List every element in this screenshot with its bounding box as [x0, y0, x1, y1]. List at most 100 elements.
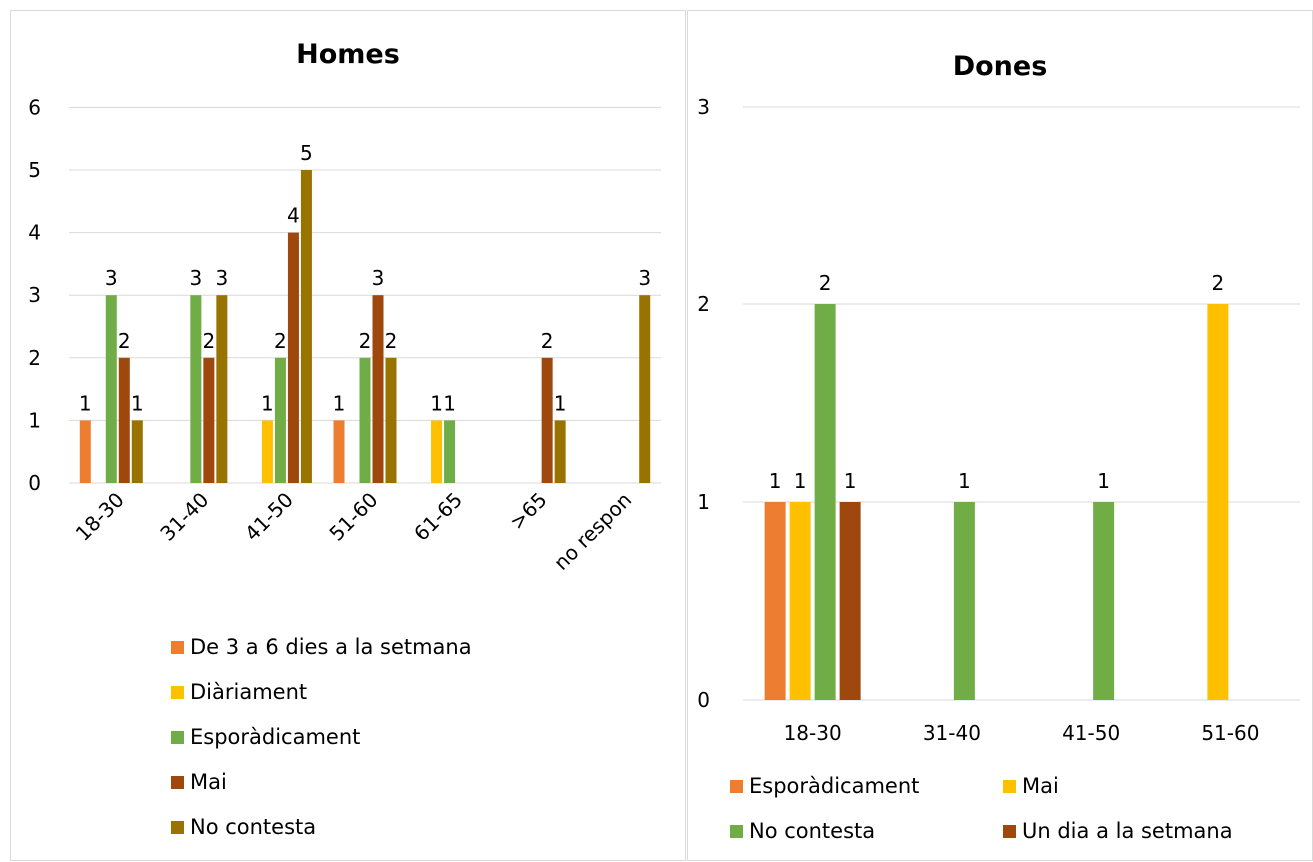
homes-bar: [274, 357, 286, 483]
dones-x-tick-label: 51-60: [1201, 721, 1259, 745]
homes-data-label: 1: [131, 391, 144, 415]
homes-bar: [216, 295, 228, 483]
homes-data-label: 2: [202, 329, 215, 353]
dones-bar: [839, 502, 861, 700]
dones-legend-swatch: [1003, 779, 1016, 793]
homes-legend-item: Esporàdicament: [171, 725, 360, 749]
homes-bar: [105, 295, 117, 483]
homes-data-label: 4: [287, 204, 300, 228]
dones-data-label: 2: [1212, 271, 1225, 295]
homes-legend-label: Diàriament: [190, 680, 308, 704]
homes-data-label: 3: [189, 266, 202, 290]
dones-y-tick-label: 3: [697, 95, 710, 119]
dones-data-label: 1: [1097, 469, 1110, 493]
homes-bar: [190, 295, 202, 483]
homes-legend-swatch: [171, 685, 184, 699]
homes-bar: [131, 420, 143, 483]
homes-bar: [431, 420, 443, 483]
homes-y-tick-label: 5: [28, 158, 41, 182]
dones-bar: [1093, 502, 1115, 700]
homes-bar: [261, 420, 273, 483]
homes-data-label: 5: [300, 141, 313, 165]
dones-x-tick-label: 18-30: [784, 721, 842, 745]
dones-legend-label: Esporàdicament: [749, 774, 920, 798]
dones-bar: [764, 502, 786, 700]
dones-bar: [1207, 304, 1229, 700]
dones-legend-label: No contesta: [749, 819, 876, 843]
homes-y-tick-label: 3: [28, 283, 41, 307]
homes-y-tick-label: 1: [28, 408, 41, 432]
dones-legend-item: Un dia a la setmana: [1003, 819, 1233, 843]
homes-x-tick-label: 31-40: [155, 488, 213, 546]
dones-legend-label: Mai: [1022, 774, 1059, 798]
homes-bar: [287, 232, 299, 483]
homes-chart-panel: Homes 0 1 2 3 4 5 6 18-30 1 3 2 1 31-40 3 2 3 41-50 1 2 4 5 5…: [10, 10, 686, 861]
homes-legend-item: De 3 a 6 dies a la setmana: [171, 635, 472, 659]
homes-chart-svg: 0 1 2 3 4 5 6 18-30 1 3 2 1 31-40 3 2 3 41-50 1 2 4 5 51-60 1 2…: [28, 95, 661, 575]
homes-bar: [541, 357, 553, 483]
dones-y-tick-label: 0: [697, 688, 710, 712]
homes-bar: [300, 170, 312, 483]
homes-x-tick-label: 61-65: [409, 488, 467, 546]
homes-data-label: 2: [118, 329, 131, 353]
homes-x-tick-label: 18-30: [71, 488, 129, 546]
dones-legend-swatch: [730, 824, 743, 838]
dones-data-label: 1: [794, 469, 807, 493]
dones-legend-item: No contesta: [730, 819, 875, 843]
homes-data-label: 3: [638, 266, 651, 290]
homes-x-tick-label: >65: [505, 488, 552, 535]
homes-bar: [385, 357, 397, 483]
dones-data-label: 1: [844, 469, 857, 493]
homes-bar: [372, 295, 384, 483]
homes-chart-title: Homes: [296, 39, 400, 70]
dones-bar: [814, 304, 836, 700]
dones-data-label: 1: [958, 469, 971, 493]
homes-legend-label: Mai: [190, 770, 227, 794]
dones-legend-swatch: [1003, 824, 1016, 838]
homes-y-tick-label: 2: [28, 346, 41, 370]
homes-data-label: 2: [359, 329, 372, 353]
dones-legend-label: Un dia a la setmana: [1022, 819, 1233, 843]
homes-legend-swatch: [171, 640, 184, 654]
homes-bar: [333, 420, 345, 483]
homes-y-tick-label: 0: [28, 471, 41, 495]
homes-data-label: 1: [443, 391, 456, 415]
homes-legend-label: No contesta: [190, 815, 317, 839]
homes-y-tick-label: 6: [28, 95, 41, 119]
dones-x-tick-label: 31-40: [923, 721, 981, 745]
dones-legend-swatch: [730, 779, 743, 793]
homes-legend-swatch: [171, 730, 184, 744]
homes-bar: [79, 420, 91, 483]
homes-data-label: 3: [372, 266, 385, 290]
dones-y-tick-label: 2: [697, 292, 710, 316]
homes-legend-label: De 3 a 6 dies a la setmana: [190, 635, 472, 659]
homes-data-label: 2: [541, 329, 554, 353]
homes-data-label: 1: [261, 391, 274, 415]
homes-data-label: 1: [430, 391, 443, 415]
homes-data-label: 2: [385, 329, 398, 353]
homes-bar: [118, 357, 130, 483]
homes-data-label: 1: [554, 391, 567, 415]
homes-data-label: 3: [215, 266, 228, 290]
homes-data-label: 2: [274, 329, 287, 353]
homes-bar: [639, 295, 651, 483]
homes-data-label: 1: [333, 391, 346, 415]
homes-x-tick-label: 41-50: [240, 488, 298, 546]
homes-legend-swatch: [171, 775, 184, 789]
dones-bar: [789, 502, 811, 700]
homes-bar: [554, 420, 566, 483]
homes-x-tick-label: no respon: [549, 488, 636, 575]
homes-legend-label: Esporàdicament: [190, 725, 361, 749]
homes-data-label: 1: [79, 391, 92, 415]
homes-legend-swatch: [171, 820, 184, 834]
homes-x-tick-label: 51-60: [324, 488, 382, 546]
homes-bar: [359, 357, 371, 483]
homes-legend-item: Diàriament: [171, 680, 307, 704]
homes-bar: [203, 357, 215, 483]
dones-chart-panel: Dones 0 1 2 3 18-30 1 1 2 1 31-40 1 41-50 1 51-60 2 Es…: [687, 10, 1313, 861]
dones-chart-title: Dones: [952, 51, 1048, 82]
homes-bar: [444, 420, 456, 483]
dones-data-label: 2: [819, 271, 832, 295]
dones-legend-item: Esporàdicament: [730, 774, 919, 798]
